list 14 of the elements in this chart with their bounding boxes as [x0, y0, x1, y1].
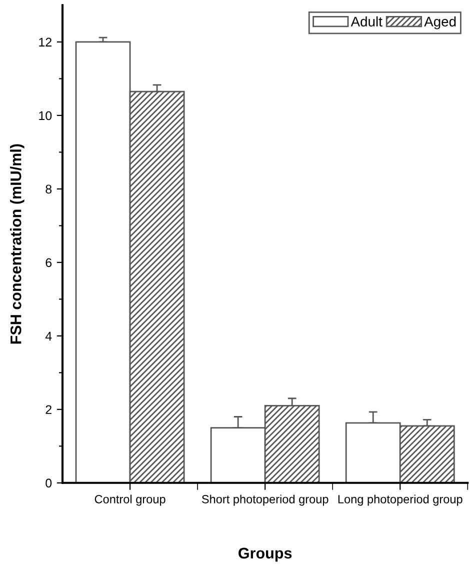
y-tick-label: 8: [46, 184, 52, 194]
y-tick-label: 4: [45, 332, 52, 340]
y-axis-title: FSH concentration (mIU/ml): [10, 144, 24, 344]
legend-label: Adult: [350, 16, 382, 27]
x-axis-title: Groups: [238, 548, 292, 562]
x-tick-label: Short photoperiod group: [202, 494, 328, 506]
y-tick-label: 10: [39, 111, 52, 120]
y-tick-label: 12: [39, 38, 52, 46]
y-tick-label: 0: [46, 478, 52, 488]
legend-label: Aged: [424, 16, 456, 30]
x-tick-label: Long photoperiod group: [338, 494, 462, 506]
y-tick-label: 6: [46, 258, 52, 268]
y-tick-label: 2: [46, 405, 52, 414]
x-tick-label: Control group: [94, 494, 166, 506]
